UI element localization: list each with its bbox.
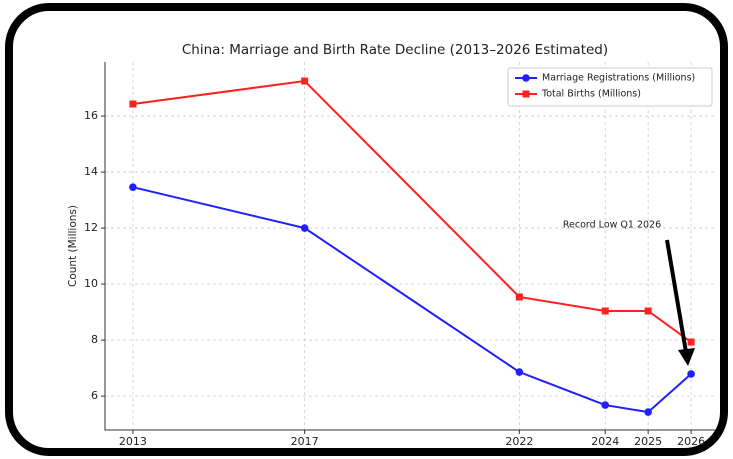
x-tick-label: 2013 (119, 435, 147, 448)
frame (5, 3, 728, 456)
marker (644, 307, 652, 315)
legend: Marriage Registrations (Millions) Total B… (507, 67, 713, 107)
x-tick-label: 2024 (591, 435, 619, 448)
marker (515, 368, 524, 376)
marker (129, 100, 137, 108)
x-tick-label: 2025 (634, 435, 662, 448)
annotation: Record Low Q1 2026 (563, 220, 661, 231)
legend-label: Marriage Registrations (Millions) (542, 73, 695, 84)
marker (687, 338, 695, 346)
marker (687, 370, 695, 378)
y-tick-label: 6 (91, 389, 98, 402)
marker (644, 408, 652, 416)
marker (301, 77, 309, 85)
chart-title: China: Marriage and Birth Rate Decline (… (182, 42, 608, 58)
marker (300, 224, 309, 232)
annotation-arrow (665, 239, 688, 353)
series-line (132, 79, 692, 343)
y-tick-label: 10 (84, 277, 98, 290)
legend-marker (522, 90, 530, 98)
x-tick-label: 2026 (677, 435, 705, 448)
y-tick-label: 14 (84, 165, 98, 178)
legend-label: Total Births (Millions) (541, 89, 641, 100)
marker (129, 183, 137, 191)
legend-marker (522, 74, 530, 82)
marker (515, 293, 523, 301)
y-axis-label: Count (Millions) (67, 205, 79, 287)
x-tick-label: 2017 (291, 435, 319, 448)
series-line (132, 186, 692, 414)
y-tick-label: 16 (84, 109, 98, 122)
annotation-arrowhead (678, 348, 695, 366)
marker (601, 307, 609, 315)
legend-box (507, 67, 713, 107)
marker (601, 401, 610, 409)
y-tick-label: 8 (91, 333, 98, 346)
axes (104, 62, 716, 431)
x-tick-label: 2022 (505, 435, 533, 448)
y-tick-label: 12 (84, 221, 98, 234)
